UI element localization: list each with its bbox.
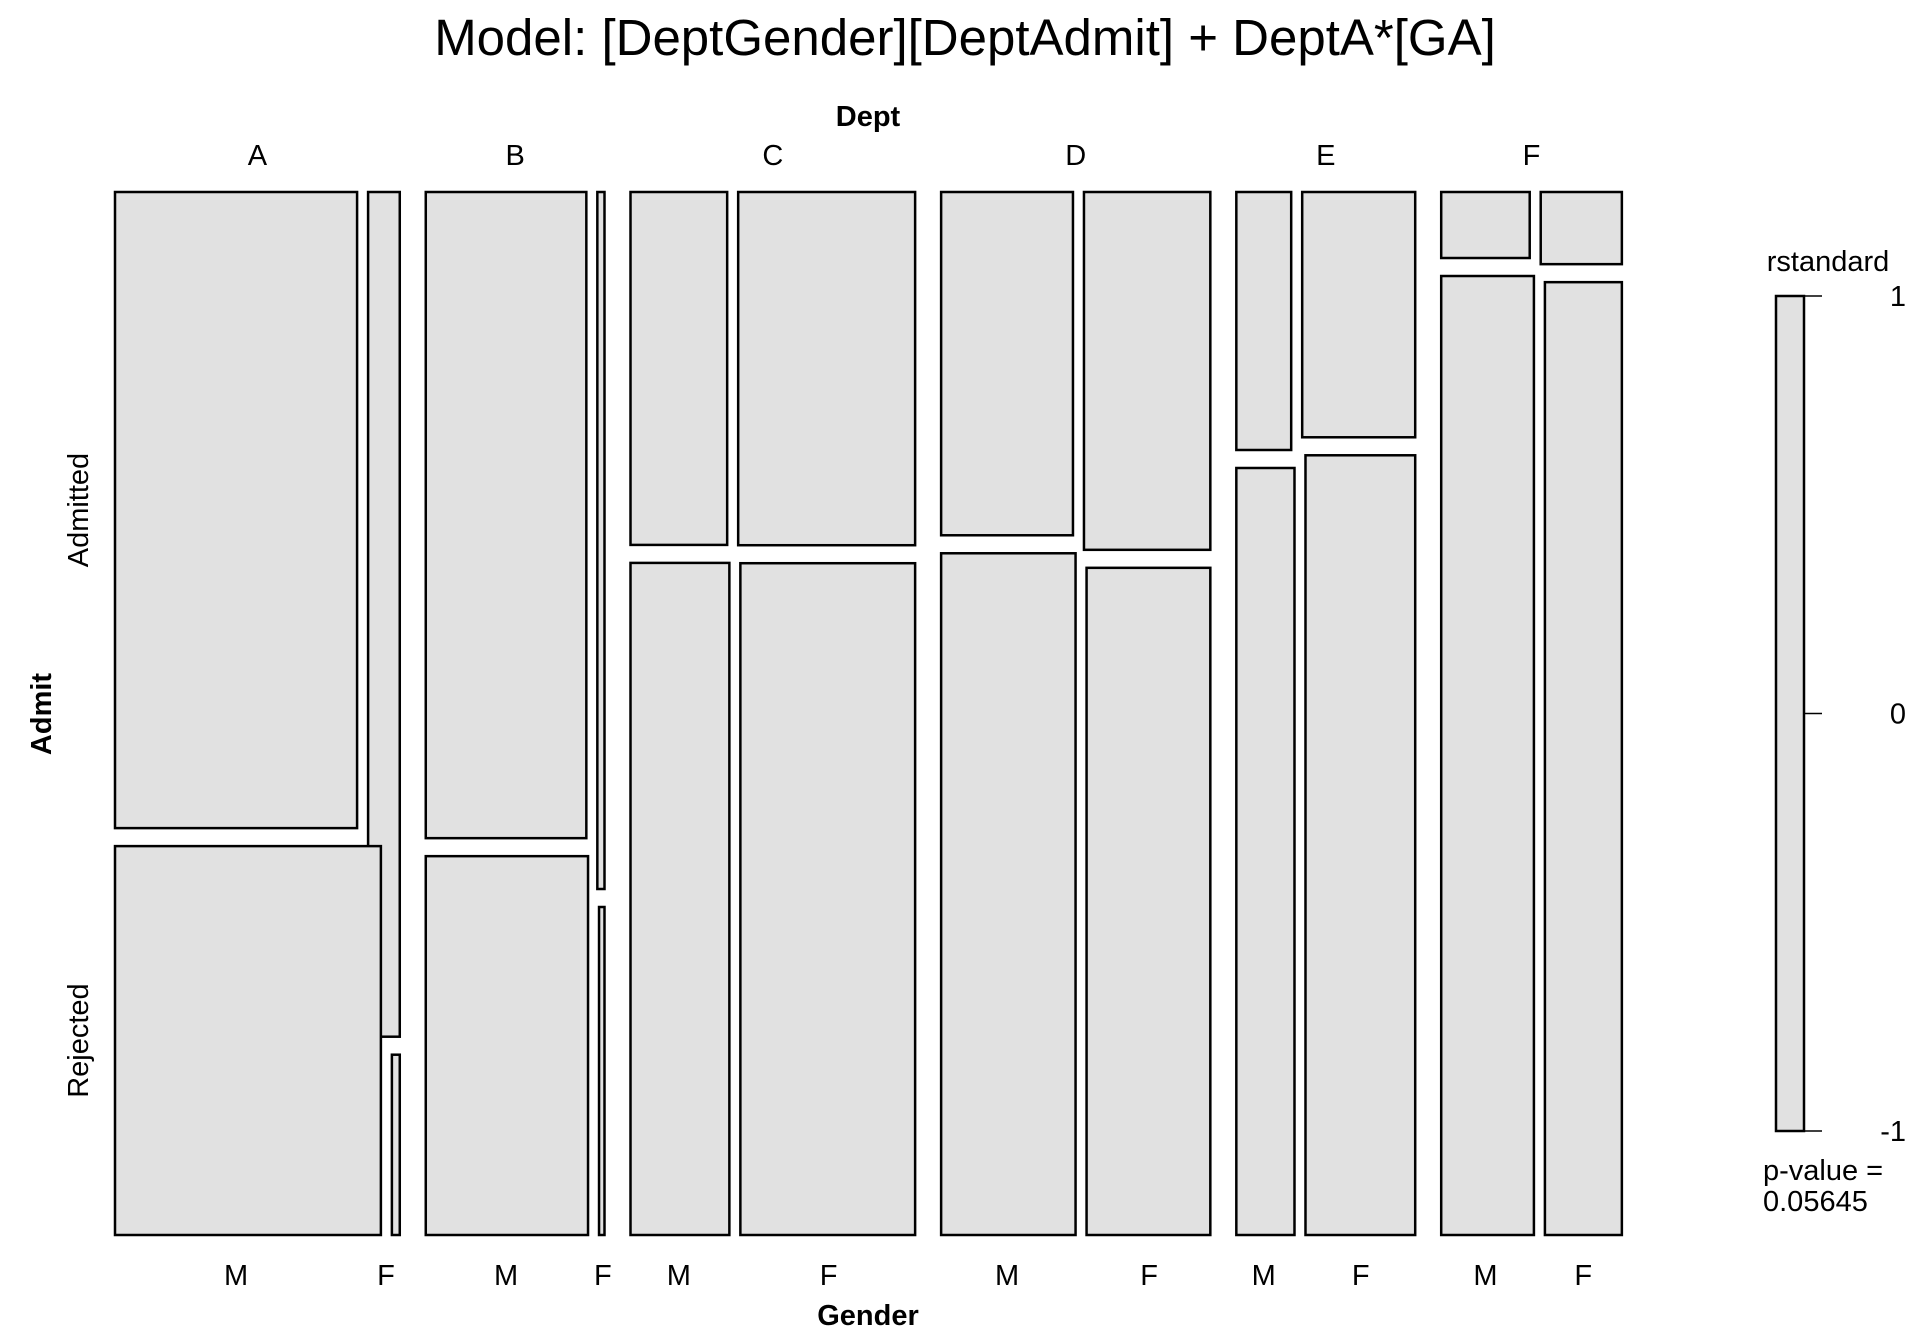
tile-b-f-admitted: [596, 190, 606, 891]
gender-label-c-m: M: [667, 1260, 691, 1292]
gender-label-d-m: M: [995, 1260, 1019, 1292]
tile-f-m-rejected: [1439, 274, 1536, 1237]
admit-axis-label: Admit: [26, 673, 58, 756]
dept-axis-label: Dept: [836, 101, 901, 133]
tile-a-m-rejected: [113, 844, 383, 1237]
tile-d-m-admitted: [939, 190, 1075, 537]
dept-label-a: A: [248, 140, 268, 172]
tile-a-f-rejected: [390, 1053, 402, 1237]
gender-label-c-f: F: [820, 1260, 838, 1292]
admit-label-rejected: Rejected: [63, 983, 95, 1097]
tile-d-f-rejected: [1085, 566, 1212, 1237]
gender-label-e-m: M: [1252, 1260, 1276, 1292]
dept-label-c: C: [762, 140, 783, 172]
tile-b-f-rejected: [597, 905, 606, 1237]
tile-a-m-admitted: [113, 190, 359, 830]
dept-label-f: F: [1523, 140, 1541, 172]
legend-title: rstandard: [1767, 246, 1890, 278]
legend-color-bar: [1774, 294, 1806, 1133]
chart-title: Model: [DeptGender][DeptAdmit] + DeptA*[…: [434, 9, 1496, 66]
legend-pvalue: 0.05645: [1763, 1186, 1868, 1218]
tile-d-f-admitted: [1082, 190, 1212, 552]
gender-label-b-f: F: [594, 1260, 612, 1292]
legend-pvalue-label: p-value =: [1763, 1155, 1883, 1187]
legend-ticks: 1 0 -1: [1804, 281, 1906, 1148]
tile-e-f-admitted: [1300, 190, 1417, 439]
tile-c-f-admitted: [736, 190, 917, 547]
dept-label-d: D: [1065, 140, 1086, 172]
mosaic-tiles: [113, 190, 1624, 1237]
tile-b-m-rejected: [424, 854, 590, 1237]
legend-tick-label: -1: [1880, 1116, 1906, 1148]
gender-label-f-m: M: [1473, 1260, 1497, 1292]
tile-d-m-rejected: [939, 552, 1077, 1237]
tile-c-m-admitted: [629, 190, 729, 547]
gender-label-a-f: F: [377, 1260, 395, 1292]
gender-label-f-f: F: [1574, 1260, 1592, 1292]
gender-axis-label: Gender: [817, 1300, 919, 1332]
legend-tick-label: 1: [1890, 281, 1906, 313]
legend-tick-label: 0: [1890, 699, 1906, 731]
gender-label-d-f: F: [1140, 1260, 1158, 1292]
dept-label-e: E: [1316, 140, 1335, 172]
tile-e-m-admitted: [1235, 190, 1293, 452]
dept-label-b: B: [505, 140, 524, 172]
dept-level-labels: A B C D E F: [248, 140, 1541, 172]
gender-label-b-m: M: [494, 1260, 518, 1292]
residual-legend: rstandard 1 0 -1 p-value = 0.05645: [1763, 246, 1906, 1218]
tile-e-f-rejected: [1304, 454, 1417, 1237]
tile-b-m-admitted: [424, 190, 588, 840]
tile-f-f-admitted: [1539, 190, 1624, 266]
gender-label-e-f: F: [1352, 1260, 1370, 1292]
admit-label-admitted: Admitted: [63, 453, 95, 567]
admit-level-labels: Admitted Rejected: [63, 453, 95, 1098]
tile-c-f-rejected: [739, 561, 917, 1237]
gender-label-a-m: M: [224, 1260, 248, 1292]
tile-f-m-admitted: [1439, 190, 1531, 260]
tile-f-f-rejected: [1543, 280, 1624, 1237]
tile-c-m-rejected: [629, 561, 731, 1237]
tile-e-m-rejected: [1235, 466, 1296, 1237]
